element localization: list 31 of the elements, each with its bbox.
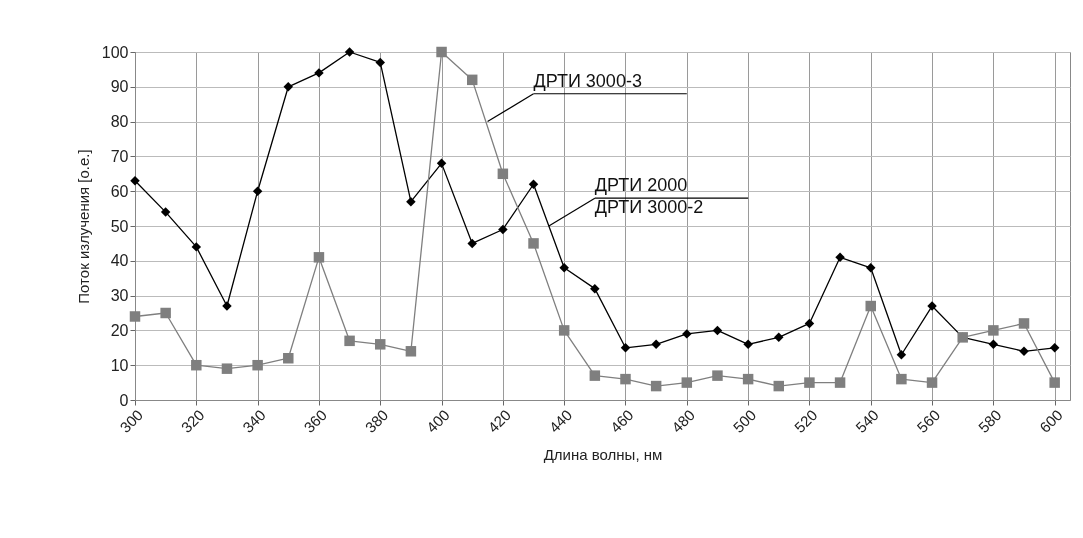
x-tick-label: 300 bbox=[116, 406, 147, 436]
y-tick-label: 80 bbox=[110, 113, 129, 131]
x-tick-label: 360 bbox=[300, 406, 331, 436]
x-tick-label: 420 bbox=[484, 406, 514, 436]
y-tick-label: 0 bbox=[119, 391, 129, 409]
y-tick-label: 30 bbox=[110, 287, 129, 305]
x-tick-label: 560 bbox=[913, 406, 944, 436]
x-tick-label: 480 bbox=[668, 406, 698, 436]
x-tick-label: 600 bbox=[1036, 406, 1066, 436]
y-tick-label: 100 bbox=[101, 43, 129, 61]
y-tick-label: 70 bbox=[110, 147, 129, 165]
y-tick-label: 10 bbox=[110, 356, 129, 374]
x-tick-label: 520 bbox=[790, 406, 821, 436]
y-tick-label: 50 bbox=[110, 217, 129, 235]
annotation: ДРТИ 2000 ДРТИ 3000-2 bbox=[594, 175, 704, 218]
x-tick-label: 460 bbox=[606, 406, 637, 436]
x-tick-label: 340 bbox=[239, 406, 269, 436]
y-tick-label: 90 bbox=[110, 78, 129, 96]
y-axis-title: Поток излучения [о.е.] bbox=[74, 149, 92, 304]
x-tick-label: 400 bbox=[422, 406, 453, 436]
x-tick-label: 380 bbox=[361, 406, 392, 436]
x-tick-label: 440 bbox=[545, 406, 576, 436]
y-tick-label: 40 bbox=[110, 252, 129, 270]
annotation: ДРТИ 3000-3 bbox=[533, 70, 642, 91]
y-tick-label: 20 bbox=[110, 321, 129, 339]
y-tick-label: 60 bbox=[110, 182, 129, 200]
x-tick-label: 540 bbox=[852, 406, 882, 436]
x-axis-title: Длина волны, нм bbox=[543, 445, 663, 463]
x-tick-label: 580 bbox=[974, 406, 1005, 436]
x-tick-label: 500 bbox=[729, 406, 760, 436]
x-tick-label: 320 bbox=[177, 406, 208, 436]
